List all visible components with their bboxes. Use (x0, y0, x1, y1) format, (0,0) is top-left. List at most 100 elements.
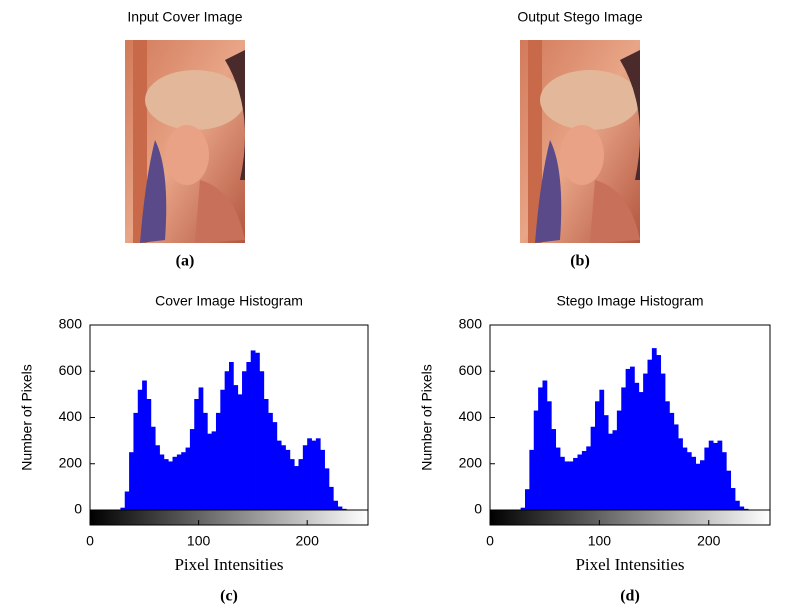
bar (259, 371, 265, 510)
bar (708, 440, 714, 510)
image-b: Output Stego Image (b) (517, 9, 643, 270)
bar (185, 447, 191, 510)
bar (168, 461, 173, 510)
bar (324, 468, 330, 510)
x-tick-label: 100 (187, 533, 211, 549)
y-tick-label: 0 (474, 501, 482, 517)
bar (682, 447, 688, 510)
bar (595, 401, 600, 510)
bar (207, 433, 213, 510)
bar (307, 438, 312, 510)
bar (246, 362, 252, 510)
bar (542, 380, 548, 510)
colorbar (489, 509, 771, 526)
bar (625, 368, 631, 510)
bar (717, 440, 723, 510)
caption: (b) (570, 253, 590, 270)
image-a: Input Cover Image (a) (125, 9, 245, 270)
bar (529, 449, 535, 510)
bar (237, 394, 243, 510)
bar (608, 433, 613, 510)
bar (634, 382, 640, 510)
bar (551, 429, 557, 510)
y-tick-label: 200 (59, 454, 83, 470)
bar (612, 430, 618, 510)
bar (124, 491, 130, 510)
histogram-chart: Cover Image Histogram 0 200 400 600 800 0 100 20… (19, 293, 369, 605)
x-axis-label: Pixel Intensities (174, 555, 283, 574)
bar (133, 412, 139, 510)
bar (691, 456, 697, 510)
bar (704, 447, 710, 510)
bar (669, 412, 675, 510)
bar (255, 352, 260, 510)
bar (695, 463, 701, 510)
bar (181, 452, 186, 510)
bar (272, 422, 278, 510)
bar (616, 410, 622, 510)
bar (320, 449, 325, 510)
y-tick-label: 800 (459, 316, 483, 332)
bar (202, 412, 208, 510)
bar (713, 442, 718, 510)
bar (599, 389, 605, 510)
bar (172, 456, 178, 510)
y-tick-label: 0 (74, 501, 82, 517)
bar (224, 371, 230, 510)
bar (268, 412, 273, 510)
bar (137, 389, 143, 510)
chart-title: Stego Image Histogram (556, 293, 703, 309)
bar (643, 373, 648, 510)
bar (520, 507, 526, 510)
caption: (a) (176, 253, 195, 270)
y-axis-label: Number of Pixels (19, 364, 35, 471)
chart-title: Cover Image Histogram (155, 293, 303, 309)
bar (739, 506, 745, 510)
bar (198, 387, 204, 510)
bar (568, 461, 574, 510)
bar (176, 454, 182, 510)
bar (555, 447, 561, 510)
bar (590, 426, 596, 510)
bar (660, 373, 666, 510)
bar (341, 508, 347, 510)
image-title: Output Stego Image (517, 9, 643, 25)
bar (163, 459, 169, 510)
bar (276, 440, 282, 510)
bar (577, 454, 583, 510)
y-tick-label: 400 (459, 408, 483, 424)
bar (315, 438, 321, 510)
bar (673, 424, 679, 510)
bar (194, 399, 199, 510)
bar (215, 412, 221, 510)
bar (621, 387, 627, 510)
bar (337, 506, 343, 510)
bar (581, 451, 587, 510)
caption: (d) (620, 588, 640, 605)
histogram-chart: Stego Image Histogram 0 200 400 600 800 0 100 20… (419, 293, 771, 605)
bar (263, 399, 269, 510)
bar (647, 359, 653, 510)
x-tick-label: 0 (486, 533, 494, 549)
stego-image (520, 40, 640, 243)
bar (656, 355, 662, 510)
bar (333, 500, 338, 510)
bar (686, 452, 692, 510)
bar (700, 460, 705, 510)
bar (311, 440, 317, 510)
bar (229, 362, 234, 510)
bar (289, 459, 295, 510)
bar (150, 426, 156, 510)
bar (142, 380, 147, 510)
cover-image (125, 40, 245, 243)
bar (533, 410, 539, 510)
bar (302, 445, 308, 510)
bar (233, 385, 239, 510)
bar (743, 508, 749, 510)
bar (250, 350, 256, 510)
x-tick-label: 200 (697, 533, 721, 549)
bar (721, 452, 727, 510)
bar (281, 445, 286, 510)
